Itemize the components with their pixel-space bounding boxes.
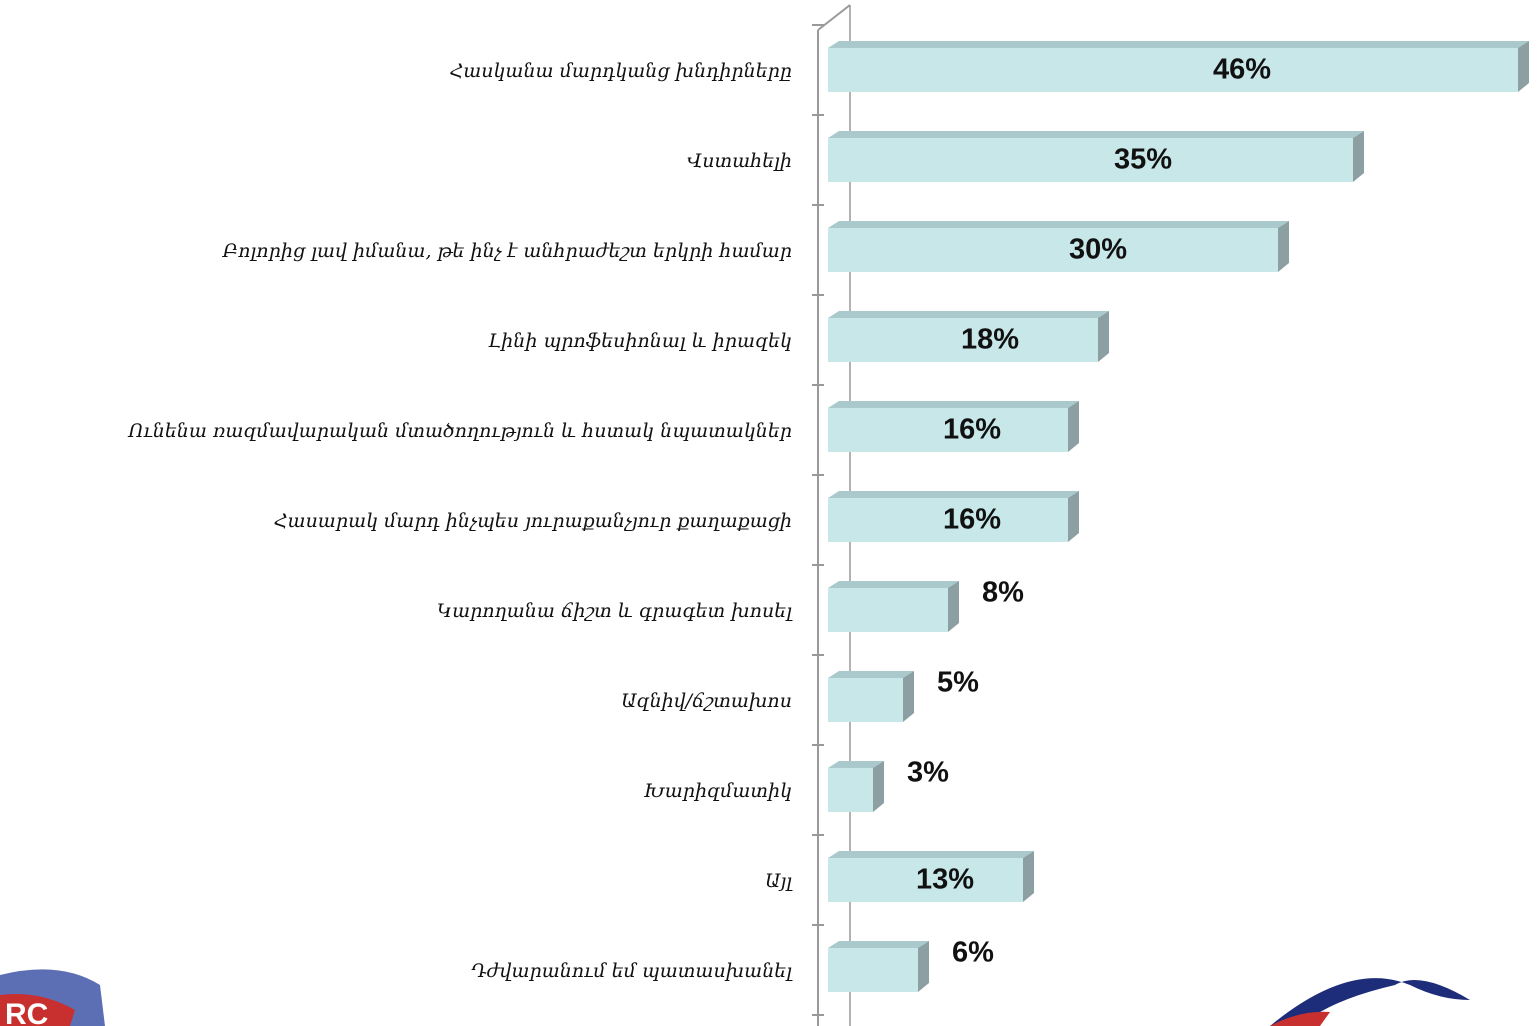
category-label: Ունենա ռազմավարական մտածողություն և հստա… [127, 420, 792, 442]
bar [828, 671, 914, 722]
bar-face [828, 228, 1278, 272]
bar-top [828, 581, 959, 588]
value-label: 30% [1069, 234, 1127, 266]
bar-top [828, 761, 884, 768]
bar-side [1023, 851, 1034, 902]
bar-top [828, 851, 1034, 858]
bar-top [828, 401, 1079, 408]
value-label: 35% [1114, 144, 1172, 176]
bar-face [828, 948, 918, 992]
bar-side [903, 671, 914, 722]
value-label: 13% [916, 864, 974, 896]
logo-left: RC [0, 969, 105, 1026]
bar-top [828, 131, 1364, 138]
bar-top [828, 491, 1079, 498]
bar [828, 131, 1364, 182]
bar-side [948, 581, 959, 632]
bar-face [828, 498, 1068, 542]
bar-face [828, 408, 1068, 452]
bar-face [828, 858, 1023, 902]
category-label: Հասկանա մարդկանց խնդիրները [450, 60, 792, 82]
category-label: Լինի պրոֆեսիոնալ և իրազեկ [488, 330, 792, 352]
bar-top [828, 311, 1109, 318]
value-label: 3% [907, 757, 949, 789]
bar-face [828, 48, 1518, 92]
svg-text:RC: RC [5, 998, 48, 1026]
bar-face [828, 318, 1098, 362]
category-label: Վստահելի [687, 150, 792, 172]
bar [828, 41, 1529, 92]
category-label: Հասարակ մարդ ինչպես յուրաքանչյուր քաղաքա… [274, 510, 792, 532]
bar-side [873, 761, 884, 812]
bar-face [828, 138, 1353, 182]
value-label: 6% [952, 937, 994, 969]
logo-right [1270, 978, 1470, 1026]
bar [828, 851, 1034, 902]
category-label: Դժվարանում եմ պատասխանել [471, 960, 793, 982]
bar-top [828, 671, 914, 678]
bar-face [828, 588, 948, 632]
bar [828, 941, 929, 992]
bar [828, 221, 1289, 272]
bar-face [828, 678, 903, 722]
bar-side [1068, 401, 1079, 452]
value-label: 16% [943, 504, 1001, 536]
bar [828, 311, 1109, 362]
category-label: Բոլորից լավ իմանա, թե ինչ է անհրաժեշտ եր… [222, 240, 792, 262]
bar-top [828, 221, 1289, 228]
value-label: 5% [937, 667, 979, 699]
category-label: Կարողանա ճիշտ և գրագետ խոսել [437, 600, 793, 622]
category-label: Ազնիվ/ճշտախոս [621, 690, 792, 712]
bar-face [828, 768, 873, 812]
bar-side [1098, 311, 1109, 362]
category-label: Խարիզմատիկ [644, 780, 792, 802]
bar-top [828, 941, 929, 948]
bar-side [1353, 131, 1364, 182]
bar-side [918, 941, 929, 992]
value-label: 18% [961, 324, 1019, 356]
bar-side [1278, 221, 1289, 272]
bar [828, 581, 959, 632]
bar [828, 761, 884, 812]
bar-side [1518, 41, 1529, 92]
bar-side [1068, 491, 1079, 542]
value-label: 46% [1213, 54, 1271, 86]
value-label: 8% [982, 577, 1024, 609]
bar [828, 491, 1079, 542]
bar [828, 401, 1079, 452]
value-label: 16% [943, 414, 1001, 446]
axis-depth [817, 4, 851, 31]
bar-top [828, 41, 1529, 48]
category-label: Այլ [765, 870, 793, 892]
